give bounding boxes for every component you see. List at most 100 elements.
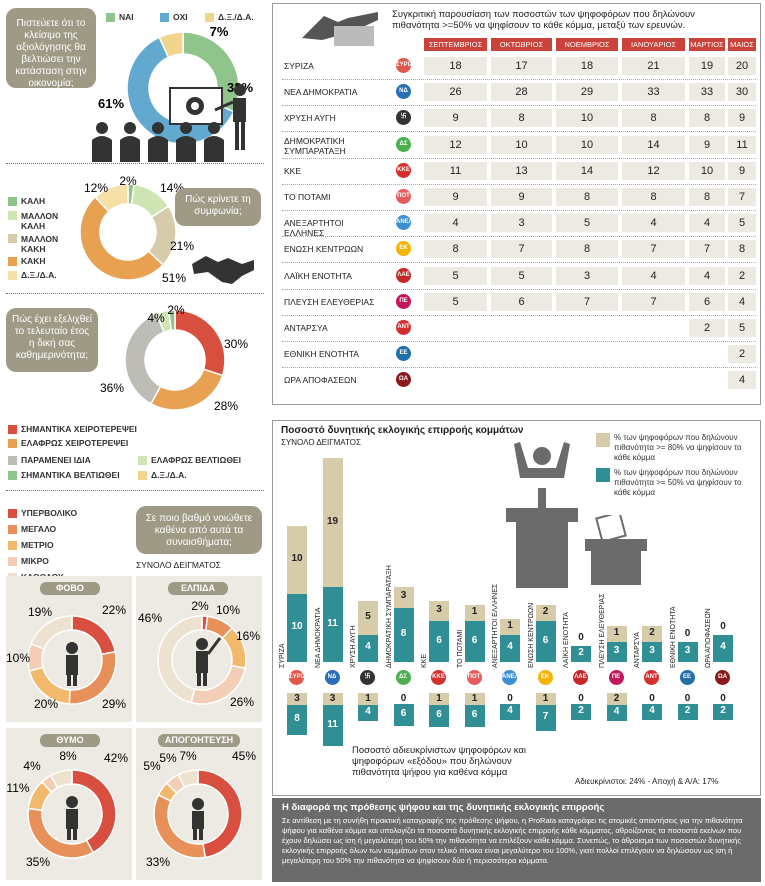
bar-category-label: ΧΡΥΣΗ ΑΥΓΗ <box>350 625 357 668</box>
table-cell: 2 <box>728 345 756 364</box>
table-cell: 14 <box>622 135 685 154</box>
bar-category-label: ΕΝΩΣΗ ΚΕΝΤΡΩΩΝ <box>527 602 535 668</box>
q3-label-elafr-velt: 4% <box>147 311 165 325</box>
table-cell: 8 <box>491 109 552 128</box>
lower-bar-50: 2 <box>571 704 591 720</box>
table-cell: 5 <box>424 266 487 285</box>
table-cell: 8 <box>556 188 618 206</box>
table-cell: 6 <box>689 292 725 311</box>
q3-legend-2: ΠΑΡΑΜΕΝΕΙ ΙΔΙΑ <box>8 455 91 465</box>
lower-bar-80: 3 <box>287 693 307 705</box>
q2-slice-3 <box>79 195 165 281</box>
table-cell: 7 <box>556 292 618 311</box>
table-cell <box>556 345 618 364</box>
bar-50: 3 <box>677 641 698 662</box>
lower-bar-80: 1 <box>464 693 485 705</box>
party-name: ΕΝΩΣΗ ΚΕΝΤΡΩΩΝ <box>284 244 364 255</box>
bar-party-logo-icon: ΕΕ <box>679 670 695 685</box>
bar-party-logo-icon: ΑΝΤ <box>644 670 659 685</box>
bar-party-logo-icon: ΝΔ <box>324 670 340 685</box>
row-separator <box>282 367 756 369</box>
bar-80: 1 <box>464 605 485 622</box>
info-box: Η διαφορά της πρόθεσης ψήφου και της δυν… <box>272 798 761 882</box>
despair-title: ΑΠΟΓΟΗΤΕΥΣΗ <box>158 734 240 747</box>
table-cell <box>556 319 618 337</box>
row-separator <box>282 79 756 80</box>
table-cell <box>622 345 685 364</box>
lower-bar-50: 6 <box>393 704 414 727</box>
divider-1 <box>6 163 264 164</box>
table-cell: 4 <box>689 214 725 233</box>
table-cell: 6 <box>491 292 552 311</box>
table-cell: 8 <box>556 240 618 259</box>
bar-category-label: ΑΝΕΞΑΡΤΗΤΟΙ ΕΛΛΗΝΕΣ <box>492 583 499 668</box>
table-cell: 12 <box>622 161 685 180</box>
bar-50: 6 <box>429 621 449 662</box>
q4-legend-2: ΜΕΤΡΙΟ <box>8 540 54 550</box>
row-separator <box>282 341 756 342</box>
bar-80: 1 <box>500 618 520 635</box>
party-logo-icon: ΝΔ <box>396 84 411 100</box>
anger-label-0: 42% <box>104 751 128 765</box>
q3-legend-0: ΣΗΜΑΝΤΙΚΑ ΧΕΙΡΟΤΕΡΕΨΕΙ <box>8 424 137 434</box>
table-cell: 10 <box>491 135 552 154</box>
table-cell: 4 <box>622 266 685 285</box>
party-logo-icon: ΑΝΕΛ <box>396 215 413 231</box>
table-cell <box>424 345 487 364</box>
q3-slice-0 <box>174 309 226 377</box>
hope-label-3: 26% <box>230 695 254 709</box>
anger-label-3: 4% <box>23 759 41 773</box>
bar-50: 6 <box>464 621 485 662</box>
table-cell: 5 <box>556 214 618 233</box>
q2-question: Πώς κρίνετε τη συμφωνία; <box>185 194 251 217</box>
q2-legend-kali: ΚΑΛΗ <box>8 196 45 206</box>
lower-bar-50: 6 <box>429 705 449 728</box>
q2-label-kali: 2% <box>119 174 137 188</box>
fear-label-3: 10% <box>6 651 30 665</box>
info-text: Σε αντίθεση με τη συνήθη πρακτική καταγρ… <box>282 816 743 865</box>
q3-label-elafr-xeir: 28% <box>214 399 238 413</box>
table-cell: 28 <box>491 83 552 102</box>
table-cell: 9 <box>728 109 756 128</box>
footnote: Αδιευκρίνιστοι: 24% - Αποχή & Α/Α: 17% <box>575 777 719 786</box>
figure-hope-icon <box>196 637 222 686</box>
bar-party-logo-icon: ΣΥΡΙΖΑ <box>289 670 310 685</box>
party-name: ΧΡΥΣΗ ΑΥΓΗ <box>284 113 336 124</box>
party-logo-icon: ΩΑ <box>396 372 411 388</box>
lower-bar-50: 4 <box>358 705 378 721</box>
table-cell: 4 <box>728 292 756 311</box>
q2-label-dxda: 12% <box>84 181 108 195</box>
bar-50: 3 <box>642 641 662 662</box>
table-cell: 5 <box>728 214 756 233</box>
fear-label-0: 22% <box>102 603 126 617</box>
divider-3 <box>6 490 264 491</box>
q1-legend-oxi: ΟΧΙ <box>160 12 188 22</box>
bar-category-label: ΔΗΜΟΚΡΑΤΙΚΗ ΣΥΜΠΑΡΑΤΑΞΗ <box>385 565 393 668</box>
hope-label-1: 10% <box>216 603 240 617</box>
bar-50: 2 <box>571 646 591 662</box>
table-cell <box>491 371 552 390</box>
q3-label-sim-velt: 2% <box>167 303 185 317</box>
table-cell: 11 <box>728 135 756 154</box>
table-cell: 5 <box>728 319 756 337</box>
table-cell: 18 <box>424 57 487 75</box>
divider-2 <box>6 293 264 294</box>
bar-party-logo-icon: ΠΕ <box>608 670 624 685</box>
table-cell: 14 <box>556 161 618 180</box>
q3-legend-5: Δ.Ξ./Δ.Α. <box>138 470 187 480</box>
q3-label-idia: 36% <box>100 381 124 395</box>
handshake-icon <box>192 256 254 284</box>
bar-party-logo-icon: ΕΚ <box>537 670 553 685</box>
bar-80: 3 <box>393 587 414 608</box>
q2-legend-kaki: ΚΑΚΗ <box>8 256 46 266</box>
bar-party-logo-icon: 卐 <box>360 670 375 685</box>
party-name: ΔΗΜΟΚΡΑΤΙΚΗ ΣΥΜΠΑΡΑΤΑΞΗ <box>284 135 346 156</box>
anger-label-1: 35% <box>26 855 50 869</box>
table-cell <box>622 319 685 337</box>
anger-title: ΘΥΜΟ <box>40 734 100 747</box>
table-title: Συγκριτική παρουσίαση των ποσοστών των ψ… <box>392 9 695 31</box>
table-cell: 30 <box>728 83 756 102</box>
q4-legend-0: ΥΠΕΡΒΟΛΙΚΟ <box>8 508 77 518</box>
anger-donut-chart: 42% 35% 11% 4% 8% <box>6 749 128 869</box>
despair-label-1: 33% <box>146 855 170 869</box>
